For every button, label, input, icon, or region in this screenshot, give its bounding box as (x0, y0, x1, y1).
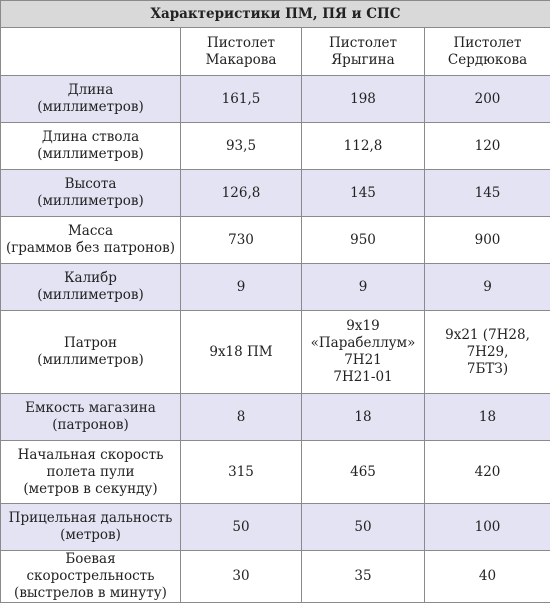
row-value: 112,8 (302, 123, 425, 170)
row-label: Калибр (миллиметров) (1, 264, 181, 311)
header-yarygin: Пистолет Ярыгина (302, 28, 425, 76)
row-label: Боевая скорострельность (выстрелов в мин… (1, 551, 181, 603)
row-value: 420 (425, 441, 550, 504)
table-header-row: Пистолет Макарова Пистолет Ярыгина Писто… (1, 28, 550, 76)
row-value: 950 (302, 217, 425, 264)
row-value: 161,5 (181, 76, 302, 123)
row-value: 100 (425, 504, 550, 551)
row-label: Начальная скорость полета пули (метров в… (1, 441, 181, 504)
row-label: Емкость магазина (патронов) (1, 394, 181, 441)
header-makarov: Пистолет Макарова (181, 28, 302, 76)
table-title: Характеристики ПМ, ПЯ и СПС (1, 1, 550, 28)
comparison-table-container: Характеристики ПМ, ПЯ и СПС Пистолет Мак… (0, 0, 550, 587)
row-value: 315 (181, 441, 302, 504)
row-value: 200 (425, 76, 550, 123)
row-value: 30 (181, 551, 302, 603)
row-value: 198 (302, 76, 425, 123)
row-value: 9x21 (7Н28, 7Н29, 7БТЗ) (425, 311, 550, 394)
row-label: Патрон (миллиметров) (1, 311, 181, 394)
row-label: Длина ствола (миллиметров) (1, 123, 181, 170)
row-value: 465 (302, 441, 425, 504)
row-value: 126,8 (181, 170, 302, 217)
row-label: Длина (миллиметров) (1, 76, 181, 123)
row-value: 93,5 (181, 123, 302, 170)
table-row: Боевая скорострельность (выстрелов в мин… (1, 551, 550, 603)
row-label: Высота (миллиметров) (1, 170, 181, 217)
row-value: 8 (181, 394, 302, 441)
row-value: 50 (181, 504, 302, 551)
row-value: 730 (181, 217, 302, 264)
header-empty-cell (1, 28, 181, 76)
row-value: 900 (425, 217, 550, 264)
row-value: 9x19 «Парабеллум» 7Н21 7Н21-01 (302, 311, 425, 394)
row-value: 18 (302, 394, 425, 441)
table-row: Начальная скорость полета пули (метров в… (1, 441, 550, 504)
row-value: 9 (425, 264, 550, 311)
row-value: 35 (302, 551, 425, 603)
row-value: 120 (425, 123, 550, 170)
row-value: 50 (302, 504, 425, 551)
row-value: 9x18 ПМ (181, 311, 302, 394)
row-value: 40 (425, 551, 550, 603)
row-value: 18 (425, 394, 550, 441)
row-value: 9 (181, 264, 302, 311)
row-label: Масса (граммов без патронов) (1, 217, 181, 264)
row-label: Прицельная дальность (метров) (1, 504, 181, 551)
row-value: 9 (302, 264, 425, 311)
header-serdyukov: Пистолет Сердюкова (425, 28, 550, 76)
row-value: 145 (425, 170, 550, 217)
row-value: 145 (302, 170, 425, 217)
